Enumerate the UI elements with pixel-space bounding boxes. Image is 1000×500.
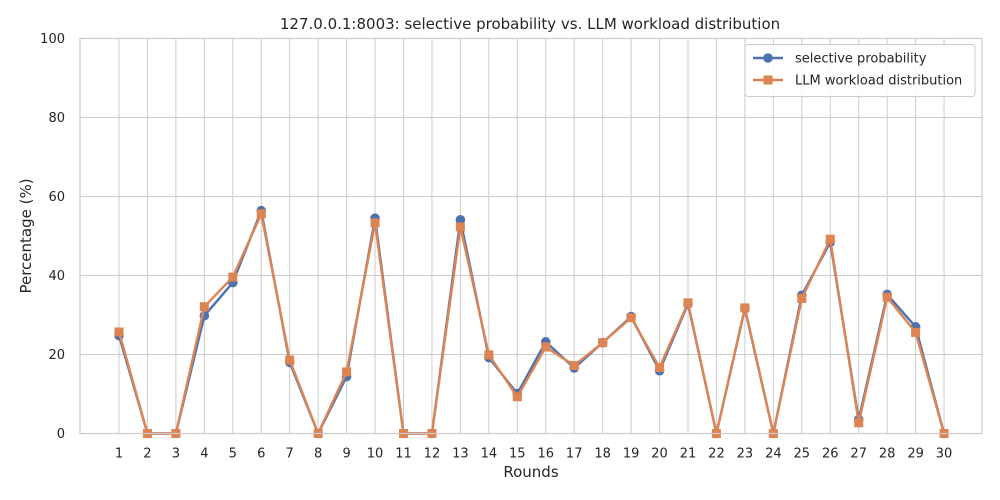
x-tick-label: 8 xyxy=(314,447,322,462)
legend-label: LLM workload distribution xyxy=(795,74,962,89)
x-tick-label: 29 xyxy=(907,447,924,462)
x-tick-label: 26 xyxy=(822,447,839,462)
x-tick-label: 18 xyxy=(594,447,611,462)
data-point xyxy=(285,355,295,365)
x-tick-label: 16 xyxy=(537,447,554,462)
data-point xyxy=(683,298,693,308)
series-line xyxy=(117,212,946,435)
y-axis-label: Percentage (%) xyxy=(17,178,35,293)
data-point xyxy=(455,222,465,232)
data-point xyxy=(598,338,608,348)
x-tick-label: 24 xyxy=(765,447,782,462)
data-point xyxy=(541,342,551,352)
x-tick-label: 22 xyxy=(708,447,725,462)
x-tick-label: 28 xyxy=(879,447,896,462)
legend: selective probability LLM workload distri… xyxy=(744,44,976,97)
y-tick-label: 40 xyxy=(48,269,65,284)
x-tick-label: 9 xyxy=(342,447,350,462)
data-point xyxy=(256,209,266,219)
x-tick-label: 5 xyxy=(229,447,237,462)
x-tick-label: 27 xyxy=(850,447,867,462)
x-tick-label: 3 xyxy=(172,447,180,462)
legend-swatch-marker xyxy=(763,75,773,85)
data-point xyxy=(228,272,238,282)
x-tick-label: 15 xyxy=(509,447,526,462)
data-point xyxy=(512,392,522,402)
x-axis-label: Rounds xyxy=(503,463,558,481)
data-point xyxy=(199,302,209,312)
x-tick-label: 6 xyxy=(257,447,265,462)
data-point xyxy=(342,367,352,377)
data-point xyxy=(825,234,835,244)
plot-frame xyxy=(79,37,983,435)
data-point xyxy=(911,327,921,337)
data-point xyxy=(626,313,636,323)
x-tick-label: 10 xyxy=(367,447,384,462)
data-point xyxy=(114,327,124,337)
data-point xyxy=(655,363,665,373)
data-point xyxy=(455,215,466,225)
legend-label: selective probability xyxy=(795,52,927,67)
x-tick-label: 13 xyxy=(452,447,469,462)
legend-box xyxy=(744,44,976,97)
x-tick-label: 2 xyxy=(143,447,151,462)
x-tick-label: 7 xyxy=(286,447,294,462)
y-tick-label: 0 xyxy=(57,427,65,442)
y-tick-label: 100 xyxy=(40,32,65,47)
x-tick-label: 11 xyxy=(395,447,412,462)
data-point xyxy=(569,361,579,371)
chart-title: 127.0.0.1:8003: selective probability vs… xyxy=(280,15,780,33)
x-tick-label: 19 xyxy=(623,447,640,462)
x-tick-label: 25 xyxy=(794,447,811,462)
series-2 xyxy=(114,209,949,438)
y-tick-label: 20 xyxy=(48,348,65,363)
x-tick-label: 14 xyxy=(481,447,498,462)
data-point xyxy=(484,350,494,360)
x-tick-label: 30 xyxy=(936,447,953,462)
data-point xyxy=(882,292,892,302)
x-tick-label: 12 xyxy=(424,447,441,462)
series-1 xyxy=(114,205,949,439)
data-point xyxy=(740,303,750,313)
data-point xyxy=(370,218,380,228)
x-tick-label: 23 xyxy=(737,447,754,462)
y-tick-label: 80 xyxy=(48,111,65,126)
x-tick-label: 4 xyxy=(200,447,208,462)
y-tick-label: 60 xyxy=(48,190,65,205)
x-tick-label: 20 xyxy=(651,447,668,462)
x-tick-label: 21 xyxy=(680,447,697,462)
x-tick-label: 1 xyxy=(115,447,123,462)
data-point xyxy=(854,418,864,428)
series-line xyxy=(117,209,946,435)
x-tick-label: 17 xyxy=(566,447,583,462)
data-point xyxy=(797,293,807,303)
legend-swatch-marker xyxy=(763,53,773,63)
